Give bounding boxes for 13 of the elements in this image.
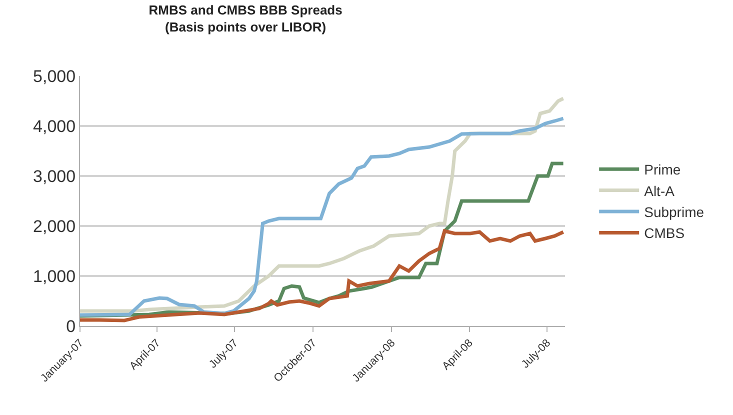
chart-title: RMBS and CMBS BBB Spreads [148,2,342,18]
y-tick-label: 0 [66,316,76,336]
y-tick-label: 1,000 [33,266,76,286]
legend-label: Subprime [644,204,704,220]
legend-label: Alt-A [644,182,676,199]
line-series [80,229,565,322]
y-tick-label: 2,000 [33,216,76,236]
y-tick-label: 4,000 [33,116,76,136]
legend-label: Prime [644,162,681,178]
legend-label: CMBS [644,225,685,242]
chart-subtitle: (Basis points over LIBOR) [165,19,326,34]
y-tick-label: 3,000 [33,166,76,186]
y-tick-label: 5,000 [33,66,76,86]
